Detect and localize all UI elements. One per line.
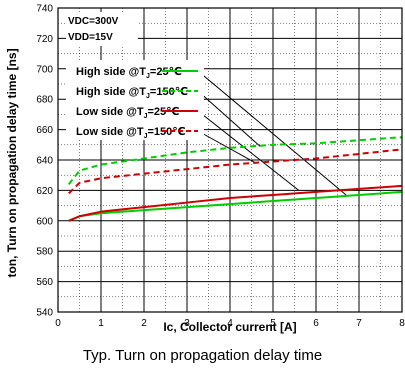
legend-label: High side @TJ=25℃ (76, 66, 182, 80)
delay-time-chart: 540 560 580 600 620 640 660 680 700 720 740 0 1 2 3 4 5 6… (5, 4, 405, 335)
series-line (68, 184, 403, 222)
x-tick-label: 2 (141, 318, 147, 329)
x-tick-label: 0 (55, 318, 61, 329)
x-tick-label: 8 (399, 318, 405, 329)
y-tick-label: 680 (36, 95, 53, 106)
annotation-line (197, 130, 257, 164)
y-tick-label: 660 (36, 125, 53, 136)
plot-frame (57, 7, 403, 313)
y-tick-label: 740 (36, 4, 53, 15)
annotation-line (197, 110, 300, 191)
y-tick-label: 580 (36, 247, 53, 258)
figure-caption: Typ. Turn on propagation delay time (82, 347, 323, 364)
condition-vdc: VDC=300V (68, 16, 119, 27)
legend-label: Low side @TJ=150℃ (76, 126, 186, 140)
legend: High side @TJ=25℃ High side @TJ=150℃ Low s… (66, 60, 204, 140)
legend-label: Low side @TJ=25℃ (76, 106, 179, 120)
x-tick-label: 6 (313, 318, 319, 329)
x-tick-label: 1 (98, 318, 104, 329)
conditions-box: VDC=300V VDD=15V (66, 12, 138, 46)
series-line (68, 148, 403, 195)
annotation-line (197, 90, 261, 147)
x-tick-label: 4 (227, 318, 233, 329)
y-tick-label: 560 (36, 277, 53, 288)
x-axis-title: Ic, Collector current [A] (163, 320, 296, 334)
x-tick-label: 5 (270, 318, 276, 329)
y-axis-title: ton, Turn on propagation delay time [ns] (5, 48, 19, 277)
y-tick-label: 620 (36, 186, 53, 197)
legend-label: High side @TJ=150℃ (76, 86, 188, 100)
series-lines (67, 136, 403, 222)
series-line (68, 190, 403, 222)
y-tick-label: 540 (36, 308, 53, 319)
annotation-arrows (197, 70, 347, 196)
y-tick-label: 720 (36, 34, 53, 45)
y-tick-label: 600 (36, 216, 53, 227)
annotation-line (197, 70, 347, 196)
axis-ticks: 540 560 580 600 620 640 660 680 700 720 740 0 1 2 3 4 5 6… (36, 4, 405, 330)
x-tick-label: 3 (184, 318, 190, 329)
x-tick-label: 7 (356, 318, 362, 329)
y-tick-label: 640 (36, 156, 53, 167)
grid-lines (57, 7, 403, 313)
y-tick-label: 700 (36, 64, 53, 75)
condition-vdd: VDD=15V (68, 32, 113, 43)
axis-labels: Ic, Collector current [A] ton, Turn on p… (5, 48, 297, 334)
